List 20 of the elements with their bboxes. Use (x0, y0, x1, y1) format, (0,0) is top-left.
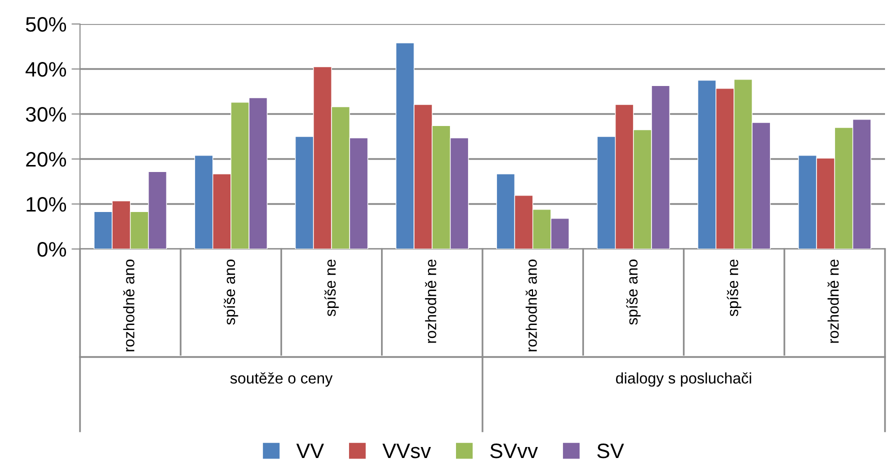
legend-label: VV (296, 444, 324, 458)
text: soutěže o ceny (230, 372, 333, 387)
legend-label: SV (597, 443, 624, 458)
x-tick-label: rozhodně ne (425, 260, 436, 343)
legend-label: SVvv (490, 443, 538, 458)
y-tick-label: 10% (26, 197, 66, 212)
y-tick-label: 20% (26, 152, 66, 167)
x-tick-label: spíše ne (324, 260, 339, 316)
x-tick-label: rozhodně ano (526, 260, 537, 352)
text: dialogy s posluchači (616, 372, 752, 387)
y-tick-label: 40% (26, 62, 66, 77)
x-tick-label: spíše ne (726, 260, 742, 316)
x-tick-label: rozhodně ne (828, 260, 839, 343)
legend-label: VVsv (382, 444, 431, 458)
y-tick-label: 50% (26, 17, 66, 32)
x-tick-label: spíše ano (626, 260, 641, 325)
x-tick-label: spíše ano (224, 260, 238, 325)
x-tick-label: rozhodně ano (123, 260, 134, 352)
y-tick-label: 0% (38, 242, 66, 257)
y-tick-label: 30% (26, 107, 66, 122)
